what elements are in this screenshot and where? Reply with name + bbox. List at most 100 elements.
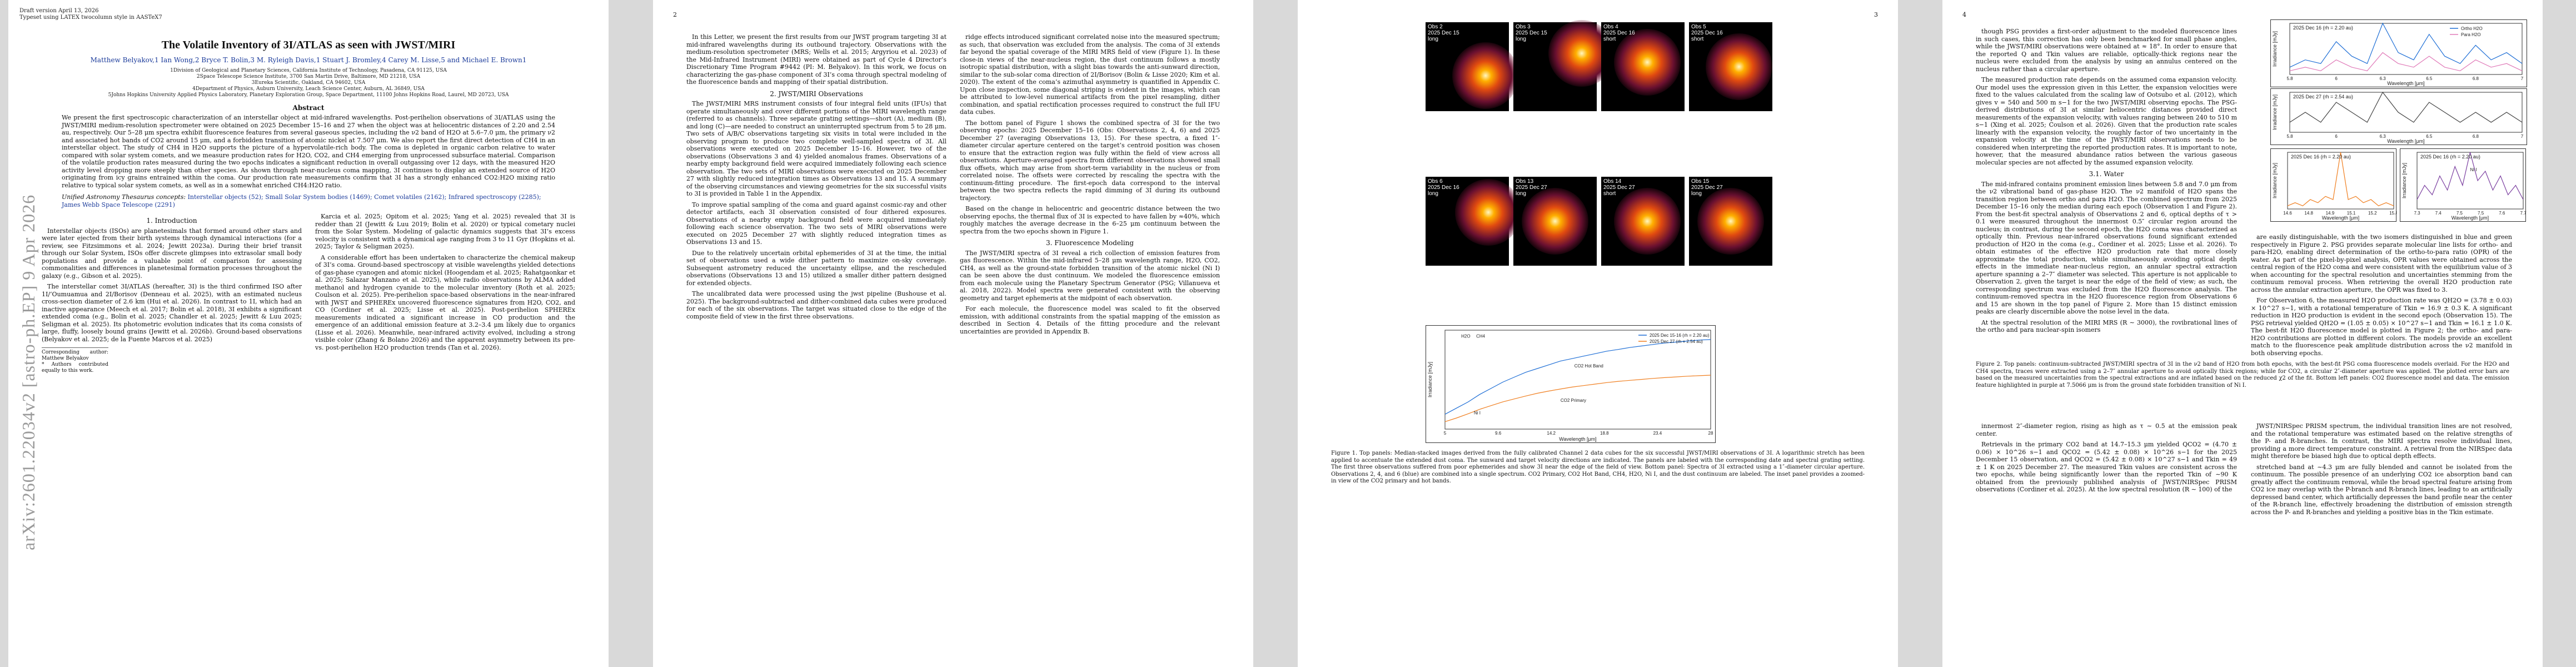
h2o-epoch1-svg: Wavelength [μm] Irradiance [mJy] 2025 Dec … [2272, 22, 2524, 86]
coma-image-panel: Obs 6 2025 Dec 16 long [1426, 177, 1522, 266]
x-tick-label: 6 [2335, 134, 2338, 139]
x-tick-label: 7.6 [2499, 211, 2505, 216]
figure2-h2o-epoch2-chart: Wavelength [μm] Irradiance [mJy] 2025 Dec … [2270, 88, 2527, 145]
plot-frame [2289, 23, 2523, 75]
section-heading-introduction: 1. Introduction [146, 217, 197, 225]
coma-glow [1613, 29, 1681, 96]
abstract-heading: Abstract [292, 104, 325, 112]
paragraph: Karcia et al. 2025; Opitom et al. 2025; … [315, 213, 575, 250]
figure2-bottom-row: Wavelength [μm] Irradiance [mJy] 2025 Dec … [2270, 148, 2527, 222]
h2o-epoch2-svg: Wavelength [μm] Irradiance [mJy] 2025 Dec … [2272, 91, 2524, 144]
x-tick-label: 6.8 [2473, 134, 2479, 139]
keyword-links[interactable]: Interstellar objects (52); Small Solar S… [62, 193, 541, 208]
right-column: Karcia et al. 2025; Opitom et al. 2025; … [315, 213, 575, 374]
body-columns: In this Letter, we present the first res… [686, 33, 1220, 339]
panel-title: 2025 Dec 16 (rh = 2.20 au) [2293, 25, 2353, 31]
paragraph: are easily distinguishable, with the two… [2251, 233, 2512, 293]
series-line [2289, 91, 2523, 123]
panel-label: Obs 2 2025 Dec 15 long [1428, 24, 1459, 42]
y-axis-label: Irradiance [mJy] [2272, 163, 2278, 198]
x-tick-label: 14.6 [2283, 211, 2292, 216]
panel-label: Obs 14 2025 Dec 27 short [1603, 178, 1635, 197]
paper-page-3: 3 Obs 2 2025 Dec 15 long Obs 3 2025 Dec 15 lo… [1298, 0, 1898, 667]
coma-image-panel: Obs 2 2025 Dec 15 long [1426, 22, 1519, 111]
page-number: 2 [673, 11, 677, 18]
figure2-ch4-chart: Wavelength [μm] Irradiance [mJy] 2025 Dec … [2400, 148, 2527, 222]
paper-page-4: 4 though PSG provides a first-order adju… [1942, 0, 2543, 667]
x-axis-label: Wavelength [μm] [2387, 138, 2424, 144]
legend-entry: Para H2O [2461, 32, 2481, 37]
paragraph: The measured production rate depends on … [1976, 76, 2237, 166]
x-tick-label: 15.4 [2389, 211, 2397, 216]
right-column-lower: JWST/NIRSpec PRISM spectrum, the individ… [2251, 422, 2512, 519]
paragraph: JWST/NIRSpec PRISM spectrum, the individ… [2251, 422, 2512, 460]
x-axis-label: Wavelength [μm] [2387, 81, 2424, 86]
section-heading-observations: 2. JWST/MIRI Observations [770, 89, 863, 98]
coma-image-panel: Obs 4 2025 Dec 16 short [1601, 22, 1685, 111]
spectrum-svg: Wavelength [μm] Irradiance [mJy] 2025 Dec … [1427, 330, 1713, 442]
x-tick-label: 6 [2335, 76, 2338, 81]
series-line [2289, 22, 2523, 68]
feature-annotation: CO2 Hot Band [1575, 364, 1603, 369]
figure2-caption: Figure 2. Top panels: continuum-subtract… [1976, 361, 2509, 389]
paragraph: The mid-infrared contains prominent emis… [1976, 180, 2237, 316]
paragraph: The uncalibrated data were processed usi… [686, 290, 946, 320]
y-axis-label: Irradiance [mJy] [2272, 31, 2278, 67]
author-list[interactable]: Matthew Belyakov,1 Ian Wong,2 Bryce T. B… [90, 56, 527, 64]
left-column-lower: innermost 2″-diameter region, rising as … [1976, 422, 2237, 497]
y-axis-label: Irradiance [mJy] [2401, 163, 2407, 198]
figure1-spectrum-chart: Wavelength [μm] Irradiance [mJy] 2025 Dec … [1426, 325, 1716, 443]
paragraph: Interstellar objects (ISOs) are planetes… [42, 227, 302, 280]
panel-title: 2025 Dec 16 (rh = 2.20 au) [2291, 154, 2351, 160]
abstract-text: We present the first spectroscopic chara… [62, 114, 555, 189]
x-tick-label: 5.8 [2286, 76, 2293, 81]
x-axis-label: Wavelength [μm] [2452, 215, 2489, 221]
x-tick-label: 7.3 [2414, 211, 2420, 216]
section-heading-fluorescence: 3. Fluorescence Modeling [1046, 239, 1134, 247]
series-line [2287, 152, 2394, 206]
footnote: Corresponding author: Matthew Belyakov *… [42, 347, 108, 374]
paper-page-1: Draft version April 13, 2026 Typeset usi… [8, 0, 609, 667]
affiliations: 1Division of Geological and Planetary Sc… [108, 68, 509, 98]
page-number: 4 [1962, 11, 1966, 18]
plot-frame [2287, 152, 2394, 210]
x-tick-label: 7.5 [2478, 211, 2484, 216]
legend-entry: Ortho H2O [2461, 26, 2483, 31]
keywords: Unified Astronomy Thesaurus concepts: In… [62, 193, 541, 208]
x-axis-label: Wavelength [μm] [2322, 215, 2359, 221]
paragraph: The JWST/MIRI MRS instrument consists of… [686, 100, 946, 197]
paragraph: Due to the relatively uncertain orbital … [686, 249, 946, 287]
panel-label: Obs 15 2025 Dec 27 long [1691, 178, 1723, 197]
panel-label: Obs 6 2025 Dec 16 long [1428, 178, 1459, 197]
x-tick-label: 5 [1444, 431, 1447, 436]
ch4-svg: Wavelength [μm] Irradiance [mJy] 2025 Dec … [2401, 152, 2527, 221]
coma-glow [1613, 188, 1681, 255]
series-line [1444, 375, 1711, 422]
x-tick-label: 23.4 [1653, 431, 1662, 436]
figure2-co2-chart: Wavelength [μm] Irradiance [mJy] 2025 Dec … [2270, 148, 2397, 222]
x-tick-label: 6.5 [2426, 76, 2433, 81]
paragraph: At the spectral resolution of the MIRI M… [1976, 318, 2237, 334]
x-tick-label: 7 [2521, 76, 2524, 81]
arxiv-stamp: arXiv:2601.22034v2 [astro-ph.EP] 9 Apr 2… [18, 194, 38, 550]
feature-annotation: CH4 [1476, 334, 1486, 339]
series-line [2289, 52, 2523, 72]
x-tick-label: 9.6 [1495, 431, 1502, 436]
x-tick-label: 7.4 [2435, 211, 2442, 216]
paragraph: ridge effects introduced significant cor… [960, 33, 1220, 116]
plot-frame [2416, 152, 2524, 210]
x-tick-label: 7.7 [2520, 211, 2527, 216]
panel-label: Obs 4 2025 Dec 16 short [1603, 24, 1635, 42]
panel-label: Obs 3 2025 Dec 15 long [1516, 24, 1547, 42]
x-tick-label: 6.3 [2380, 134, 2386, 139]
paragraph: For each molecule, the fluorescence mode… [960, 305, 1220, 335]
right-column: are easily distinguishable, with the two… [2251, 233, 2512, 359]
paragraph: stretched band at ∼4.3 μm are fully blen… [2251, 463, 2512, 516]
page-number: 3 [1874, 11, 1878, 18]
legend-entry: 2025 Dec 27 (rh = 2.54 au) [1650, 339, 1703, 344]
x-axis-label: Wavelength [μm] [1559, 436, 1596, 442]
x-tick-label: 14.8 [2304, 211, 2313, 216]
left-column: though PSG provides a first-order adjust… [1976, 28, 2237, 337]
feature-annotation: H2O [1461, 334, 1470, 339]
paragraph: In this Letter, we present the first res… [686, 33, 946, 86]
